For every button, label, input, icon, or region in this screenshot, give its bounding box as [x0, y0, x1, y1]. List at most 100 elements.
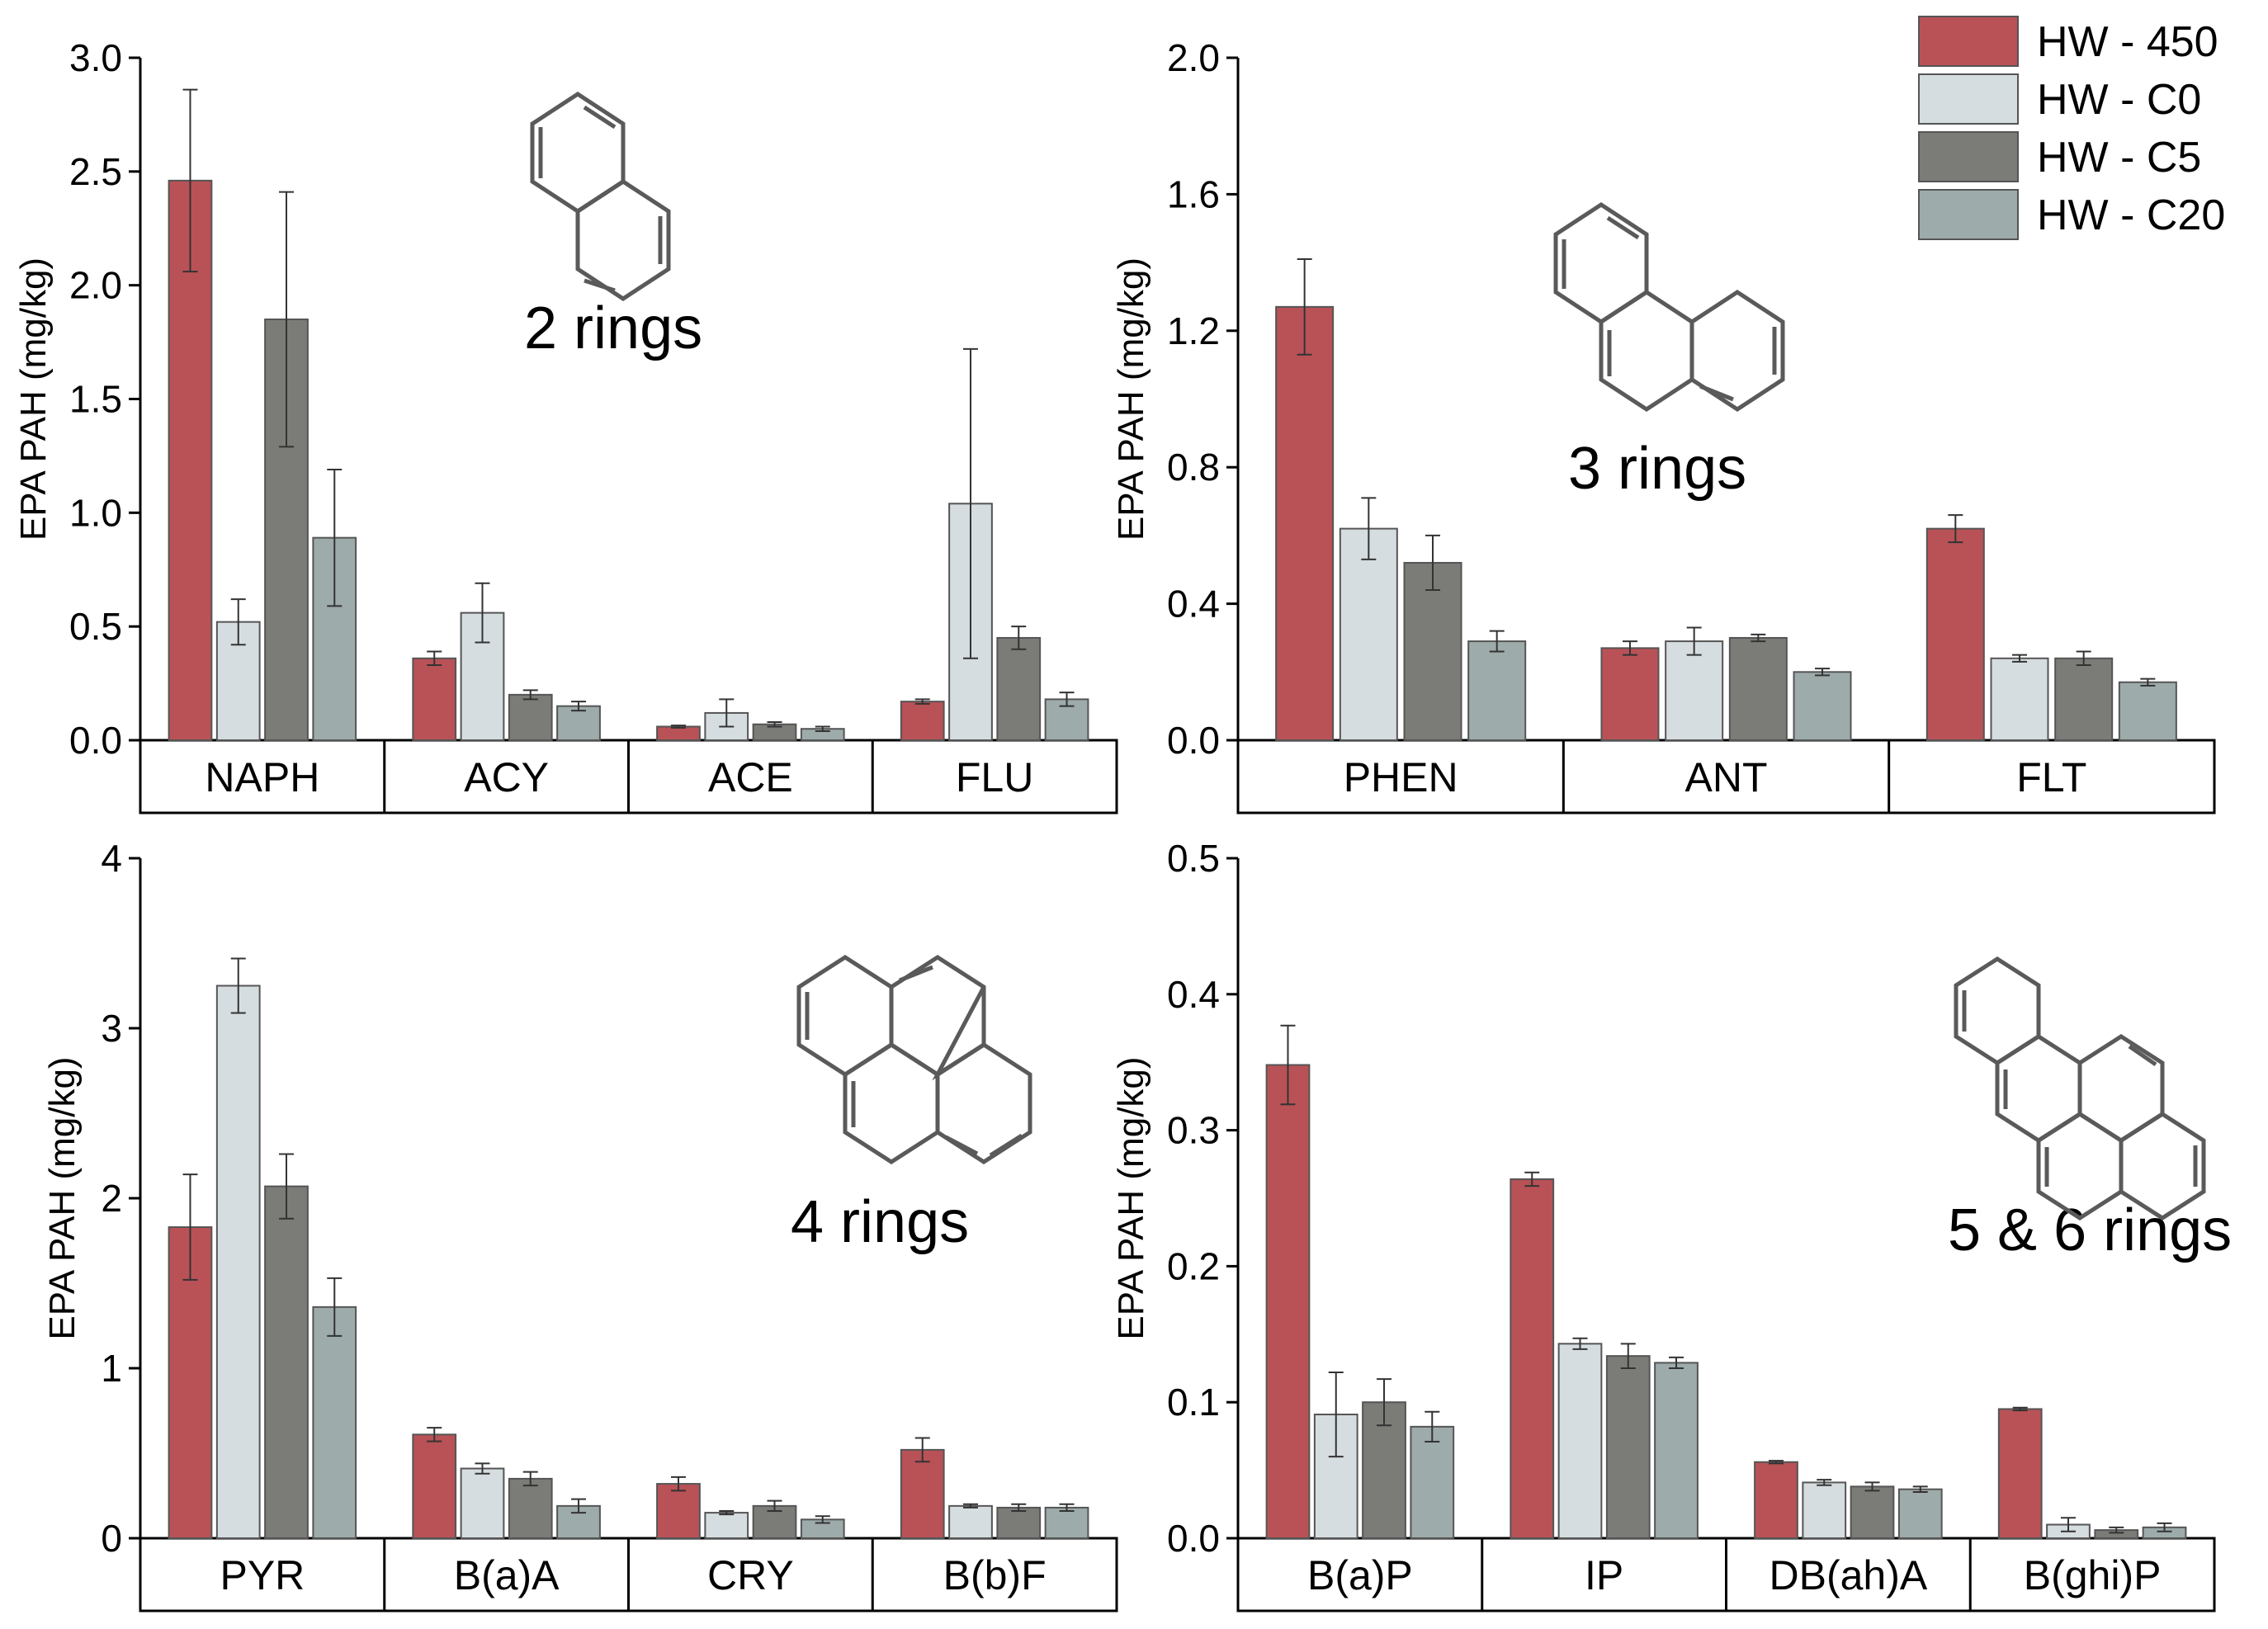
bar-hw-c5-ip — [1605, 1355, 1651, 1539]
category-label-naph: NAPH — [205, 754, 319, 800]
bar-hw-450-naph — [168, 179, 213, 742]
legend-swatch-hw-c0 — [1918, 73, 2019, 125]
bar-hw-c5-flu — [996, 636, 1042, 742]
bar-hw-c0-phen — [1339, 527, 1398, 741]
y-tick-label: 0.0 — [69, 719, 122, 762]
pyrene-structure-icon — [796, 955, 1032, 1164]
y-tick-label: 0.0 — [1167, 1517, 1220, 1560]
legend-swatch-hw-c5 — [1918, 131, 2019, 182]
category-label-b-a-a: B(a)A — [454, 1552, 560, 1598]
category-axis-box — [1236, 739, 2216, 814]
ring-label-3: 3 rings — [1568, 436, 1746, 502]
legend-label-hw-c5: HW - C5 — [2037, 134, 2201, 182]
y-tick-label: 1.5 — [69, 378, 122, 421]
panel-4-rings: 0 1 2 3 4 EPA PAH (mg/kg) PYR B(a)A CRY B(b)F — [42, 837, 1118, 1612]
category-label-flt: FLT — [2016, 754, 2086, 800]
y-tick-label: 0.5 — [1167, 837, 1220, 880]
category-label-acy: ACY — [464, 754, 549, 800]
bar-hw-c20-ip — [1654, 1362, 1699, 1539]
bar-hw-450-flu — [900, 701, 945, 741]
bar-hw-450-b-a-p — [1265, 1064, 1311, 1539]
naphthalene-structure-icon — [530, 92, 671, 301]
category-label-b-a-p: B(a)P — [1307, 1552, 1413, 1598]
category-label-cry: CRY — [707, 1552, 794, 1598]
legend-label-hw-c0: HW - C0 — [2037, 76, 2201, 124]
y-tick-label: 2.5 — [69, 150, 122, 193]
y-tick-label: 1.6 — [1167, 172, 1220, 215]
legend-label-hw-450: HW - 450 — [2037, 18, 2218, 66]
bar-hw-450-b-b-f — [900, 1448, 945, 1540]
y-tick-label: 4 — [101, 837, 122, 880]
bar-hw-450-ant — [1600, 647, 1660, 741]
panel-2-rings: 0.0 0.5 1.0 1.5 2.0 2.5 3.0 EPA PAH (mg/kg) NAPH… — [13, 36, 1118, 814]
phenanthrene-structure-icon — [1553, 202, 1785, 412]
bar-hw-450-phen — [1275, 305, 1335, 742]
bar-hw-450-acy — [412, 657, 457, 742]
bar-hw-c5-db-ah-a — [1850, 1485, 1895, 1539]
category-label-ip: IP — [1585, 1552, 1623, 1598]
y-tick-label: 1 — [101, 1347, 122, 1390]
bar-hw-c5-phen — [1403, 561, 1462, 741]
y-tick-label: 0.8 — [1167, 446, 1220, 489]
bar-hw-c0-b-a-a — [460, 1467, 505, 1540]
bar-hw-450-db-ah-a — [1754, 1461, 1798, 1540]
y-axis-label: EPA PAH (mg/kg) — [1111, 1056, 1151, 1339]
y-tick-label: 1.0 — [69, 491, 122, 534]
bar-hw-450-cry — [656, 1483, 701, 1539]
bar-hw-c0-ip — [1557, 1343, 1603, 1540]
bar-hw-c0-pyr — [215, 984, 261, 1539]
bar-hw-c5-ant — [1728, 636, 1788, 742]
legend-swatch-hw-450 — [1918, 16, 2019, 67]
category-label-phen: PHEN — [1344, 754, 1458, 800]
bar-hw-c0-db-ah-a — [1802, 1481, 1847, 1540]
bar-hw-c20-flt — [2118, 681, 2177, 742]
bar-hw-c0-b-b-f — [948, 1504, 993, 1539]
y-tick-label: 2.0 — [1167, 36, 1220, 79]
bar-hw-c5-naph — [264, 319, 309, 741]
category-label-pyr: PYR — [220, 1552, 305, 1598]
ring-label-5-6: 5 & 6 rings — [1948, 1197, 2232, 1263]
y-tick-label: 3.0 — [69, 36, 122, 79]
y-tick-label: 1.2 — [1167, 309, 1220, 352]
y-axis-label: EPA PAH (mg/kg) — [13, 257, 54, 541]
bar-hw-450-b-ghi-p — [1997, 1408, 2043, 1539]
category-label-flu: FLU — [956, 754, 1033, 800]
category-label-ace: ACE — [708, 754, 793, 800]
y-tick-label: 0.4 — [1167, 973, 1220, 1016]
y-tick-label: 2.0 — [69, 264, 122, 307]
bar-hw-450-flt — [1925, 527, 1985, 741]
bar-hw-c0-ant — [1665, 640, 1724, 742]
y-axis-label: EPA PAH (mg/kg) — [42, 1056, 83, 1339]
bar-hw-c5-b-a-a — [508, 1477, 553, 1540]
category-label-b-b-f: B(b)F — [943, 1552, 1047, 1598]
legend-label-hw-c20: HW - C20 — [2037, 191, 2225, 239]
legend: HW - 450 HW - C0 HW - C5 HW - C20 — [1918, 16, 2225, 240]
benzoperylene-structure-icon — [1954, 956, 2206, 1221]
bar-hw-c20-acy — [556, 705, 601, 742]
bar-hw-c0-flt — [1990, 657, 2049, 742]
y-tick-label: 0.2 — [1167, 1244, 1220, 1287]
bar-hw-c20-pyr — [312, 1306, 357, 1539]
bar-hw-c20-b-b-f — [1044, 1506, 1089, 1540]
bar-hw-450-b-a-a — [412, 1433, 457, 1539]
bar-hw-c20-db-ah-a — [1897, 1488, 1943, 1539]
y-tick-label: 0.3 — [1167, 1109, 1220, 1152]
bar-hw-c5-flt — [2054, 657, 2114, 742]
category-label-ant: ANT — [1685, 754, 1768, 800]
bar-hw-c5-b-b-f — [996, 1506, 1042, 1540]
bar-hw-c5-acy — [508, 693, 553, 741]
panel-3-rings: 0.0 0.4 0.8 1.2 1.6 2.0 EPA PAH (mg/kg) PHEN ANT… — [1111, 36, 2216, 814]
bar-hw-c20-phen — [1467, 640, 1527, 742]
y-tick-label: 3 — [101, 1007, 122, 1050]
y-axis-label: EPA PAH (mg/kg) — [1111, 257, 1151, 541]
y-tick-label: 0.1 — [1167, 1381, 1220, 1424]
bar-hw-c20-ant — [1793, 671, 1852, 741]
panel-5-6-rings: 0.0 0.1 0.2 0.3 0.4 0.5 EPA PAH (mg/kg) B(a)P IP… — [1111, 837, 2216, 1612]
ring-label-2: 2 rings — [524, 295, 702, 361]
y-tick-label: 0.0 — [1167, 719, 1220, 762]
bar-hw-c0-cry — [704, 1512, 749, 1539]
category-label-b-ghi-p: B(ghi)P — [2024, 1552, 2162, 1598]
category-label-db-ah-a: DB(ah)A — [1770, 1552, 1928, 1598]
bar-hw-c5-pyr — [264, 1185, 309, 1539]
